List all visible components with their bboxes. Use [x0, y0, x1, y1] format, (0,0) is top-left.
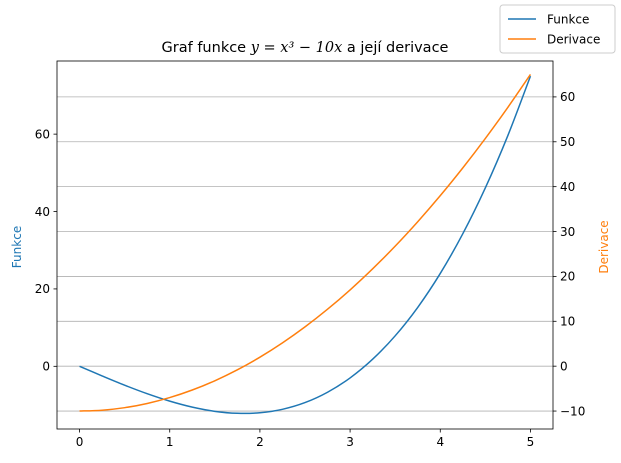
y-left-tick-label: 60 [35, 127, 50, 141]
y-left-tick-label: 0 [42, 360, 50, 374]
y-right-tick-label: 0 [560, 359, 568, 373]
y-axis-left: 0 20 40 60 [35, 127, 57, 374]
y-right-tick-label: 10 [560, 315, 575, 329]
x-tick-label: 4 [436, 435, 444, 449]
legend-frame [499, 4, 616, 54]
legend: Funkce Derivace [499, 4, 616, 54]
y-right-tick-label: 30 [560, 225, 575, 239]
grid-lines [57, 96, 553, 412]
y-right-tick-label: 40 [560, 180, 575, 194]
y-right-tick-label: −10 [560, 404, 585, 418]
y-left-tick-label: 20 [35, 282, 50, 296]
series-lines [79, 74, 532, 415]
x-tick-label: 0 [76, 435, 84, 449]
legend-label-funkce: Funkce [547, 13, 589, 27]
y-axis-right: −10 0 10 20 30 40 50 60 [553, 90, 585, 418]
plot-frame [56, 60, 554, 430]
x-axis: 0 1 2 3 4 5 [76, 429, 535, 449]
x-tick-label: 5 [527, 435, 535, 449]
y-right-tick-label: 60 [560, 90, 575, 104]
series-line-funkce [79, 75, 532, 415]
y-axis-left-label: Funkce [10, 226, 24, 268]
y-left-tick-label: 40 [35, 205, 50, 219]
y-right-tick-label: 20 [560, 270, 575, 284]
x-tick-label: 2 [256, 435, 264, 449]
x-tick-label: 3 [346, 435, 354, 449]
y-right-tick-label: 50 [560, 135, 575, 149]
series-line-derivace [79, 74, 532, 412]
x-tick-label: 1 [166, 435, 174, 449]
chart-title: Graf funkce y = x³ − 10x a její derivace [162, 40, 449, 56]
y-axis-right-label: Derivace [597, 220, 611, 273]
legend-label-derivace: Derivace [547, 33, 600, 47]
